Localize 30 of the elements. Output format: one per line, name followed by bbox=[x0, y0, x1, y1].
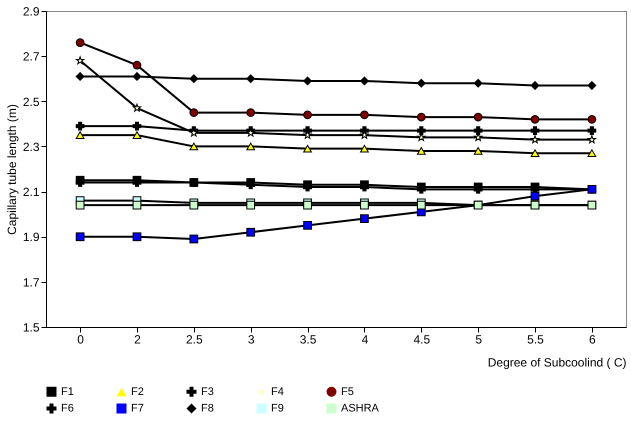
legend-label: F8 bbox=[201, 402, 214, 414]
x-tick-label: 5 bbox=[475, 332, 482, 346]
x-tick-label: 3.5 bbox=[300, 332, 317, 346]
legend-label: ASHRA bbox=[341, 402, 380, 414]
x-tick-label: 5.5 bbox=[527, 332, 544, 346]
x-tick-label: 2.5 bbox=[186, 332, 204, 346]
legend-label: F1 bbox=[61, 386, 74, 398]
x-tick-label: 3 bbox=[248, 332, 255, 346]
y-tick-label: 2.3 bbox=[22, 140, 40, 154]
legend-label: F6 bbox=[61, 402, 74, 414]
legend-label: F2 bbox=[131, 386, 144, 398]
legend-label: F5 bbox=[341, 386, 354, 398]
x-tick-label: 4 bbox=[362, 332, 369, 346]
x-tick-label: 6 bbox=[589, 332, 596, 346]
y-tick-label: 2.5 bbox=[22, 94, 40, 109]
y-tick-label: 2.7 bbox=[22, 50, 40, 64]
y-tick-label: 1.5 bbox=[22, 320, 40, 334]
y-axis-title: Capillary tube length (m) bbox=[4, 104, 19, 235]
legend-label: F3 bbox=[201, 386, 214, 398]
x-axis-title: Degree of Subcoolind ( C) bbox=[488, 356, 626, 370]
y-tick-label: 2.1 bbox=[22, 185, 40, 200]
legend-label: F4 bbox=[271, 386, 284, 398]
x-tick-label: 2 bbox=[134, 332, 142, 346]
legend-label: F9 bbox=[271, 402, 284, 414]
x-tick-label: 4.5 bbox=[413, 332, 430, 346]
x-tick-label: 0 bbox=[77, 332, 84, 346]
y-tick-label: 1.9 bbox=[22, 230, 40, 244]
y-tick-label: 1.7 bbox=[22, 275, 40, 290]
legend-label: F7 bbox=[131, 402, 144, 414]
y-tick-label: 2.9 bbox=[22, 4, 40, 18]
